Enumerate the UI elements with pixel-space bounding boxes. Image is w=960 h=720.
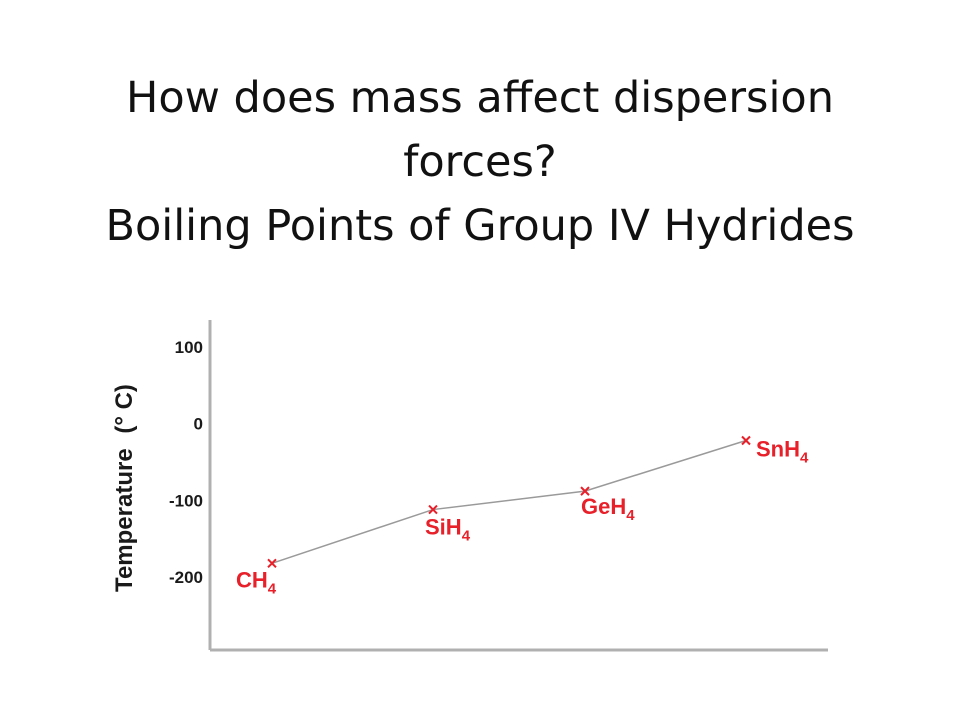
data-point-ch4: [267, 558, 277, 568]
data-point-sih4: [428, 504, 438, 515]
data-point-geh4: [580, 486, 590, 496]
y-axis-title-main: Temperature: [111, 448, 138, 592]
marker-stroke: [580, 486, 590, 496]
y-tick-label-1: 0: [194, 415, 203, 434]
point-label-main: GeH: [581, 494, 626, 519]
point-label-ch4: CH4: [236, 567, 277, 597]
slide-title: How does mass affect dispersion forces? …: [40, 66, 920, 258]
point-label-snh4: SnH4: [756, 436, 809, 466]
y-tick-label-2: -100: [169, 491, 203, 510]
point-label-subscript: 4: [268, 580, 277, 597]
marker-stroke: [267, 558, 277, 568]
chart-axes: [208, 320, 828, 652]
slide-title-line-3: Boiling Points of Group IV Hydrides: [105, 201, 855, 251]
marker-stroke: [741, 435, 751, 446]
data-point-snh4: [741, 435, 751, 446]
point-label-sih4: SiH4: [425, 515, 471, 545]
point-label-subscript: 4: [462, 528, 471, 545]
boiling-point-series: [267, 435, 751, 568]
y-tick-labels: 100 0 -100 -200: [169, 338, 203, 587]
y-axis-title: Temperature (° C): [111, 384, 138, 592]
y-tick-label-3: -200: [169, 568, 203, 587]
marker-stroke: [428, 504, 438, 515]
y-tick-label-0: 100: [175, 338, 203, 357]
slide-title-line-1: How does mass affect dispersion: [126, 73, 834, 123]
y-axis-title-unit: (° C): [111, 384, 138, 434]
point-label-main: CH: [236, 567, 268, 592]
point-label-subscript: 4: [626, 507, 635, 524]
slide-title-line-2: forces?: [403, 137, 557, 187]
point-label-main: SiH: [425, 515, 462, 540]
series-line: [271, 439, 747, 564]
point-label-main: SnH: [756, 436, 800, 461]
point-label-geh4: GeH4: [581, 494, 635, 524]
point-label-subscript: 4: [800, 449, 809, 466]
